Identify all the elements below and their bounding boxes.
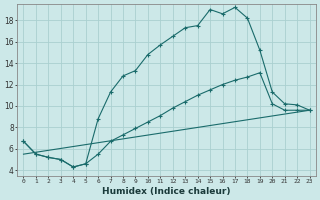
X-axis label: Humidex (Indice chaleur): Humidex (Indice chaleur) <box>102 187 231 196</box>
